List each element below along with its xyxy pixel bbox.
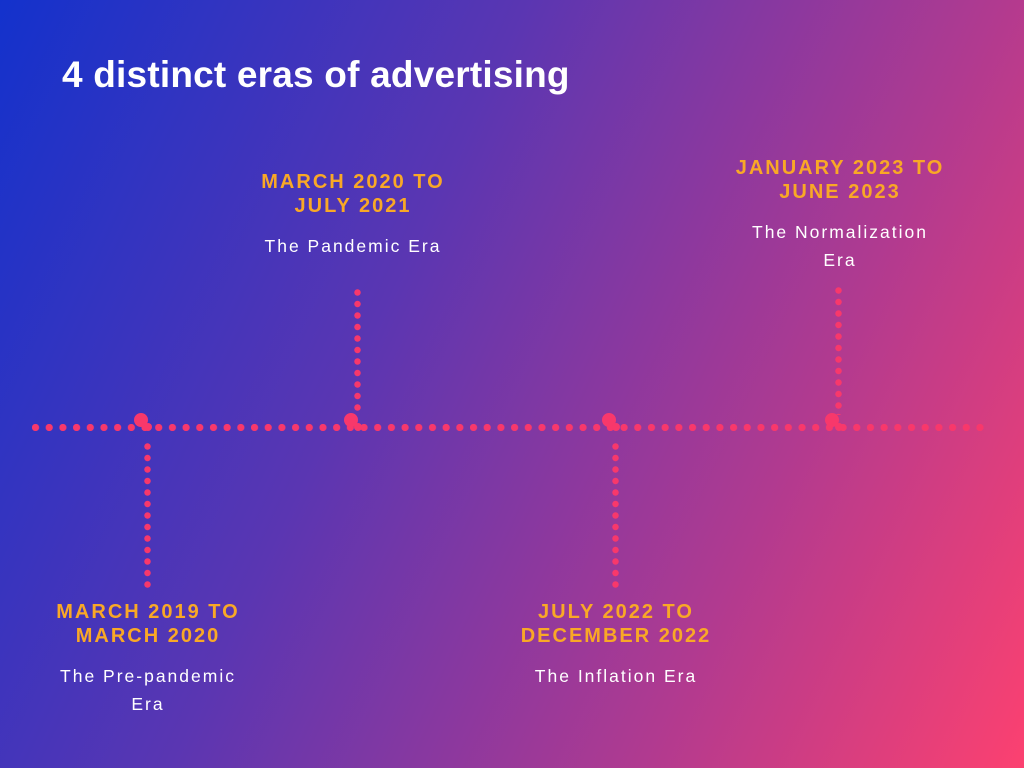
era-label-inflation: JULY 2022 TO DECEMBER 2022 The Inflation… <box>486 600 746 690</box>
era-name: The Pre-pandemic Era <box>60 666 236 714</box>
era-date-range: JULY 2022 TO DECEMBER 2022 <box>486 600 746 648</box>
era-marker-dot <box>835 423 843 431</box>
era-marker-normalization <box>825 413 843 431</box>
era-marker-dot <box>612 423 620 431</box>
era-date-range: MARCH 2020 TO JULY 2021 <box>233 170 473 218</box>
era-name: The Inflation Era <box>534 666 698 686</box>
era-marker-dot <box>144 423 152 431</box>
era-connector-pandemic <box>354 289 361 415</box>
era-marker-pandemic <box>344 413 362 431</box>
era-date-line-2: MARCH 2020 <box>75 625 221 647</box>
era-date-line-1: JULY 2022 TO <box>538 601 694 623</box>
era-date-line-1: JANUARY 2023 TO <box>735 157 945 179</box>
era-date-line-1: MARCH 2019 TO <box>56 601 240 623</box>
era-date-line-2: DECEMBER 2022 <box>520 625 712 647</box>
era-label-pre-pandemic: MARCH 2019 TO MARCH 2020 The Pre-pandemi… <box>28 600 268 718</box>
era-date-line-1: MARCH 2020 TO <box>261 171 445 193</box>
era-date-range: MARCH 2019 TO MARCH 2020 <box>28 600 268 648</box>
era-label-pandemic: MARCH 2020 TO JULY 2021 The Pandemic Era <box>233 170 473 260</box>
era-name: The Pandemic Era <box>264 236 442 256</box>
era-marker-inflation <box>602 413 620 431</box>
era-marker-pre-pandemic <box>134 413 152 431</box>
era-label-normalization: JANUARY 2023 TO JUNE 2023 The Normalizat… <box>720 156 960 274</box>
era-connector-inflation <box>612 443 619 588</box>
era-connector-normalization <box>835 287 842 415</box>
era-date-line-2: JULY 2021 <box>294 195 412 217</box>
era-name: The Normalization Era <box>752 222 928 270</box>
era-connector-pre-pandemic <box>144 443 151 591</box>
era-date-line-2: JUNE 2023 <box>779 181 901 203</box>
era-marker-dot <box>354 423 362 431</box>
era-date-range: JANUARY 2023 TO JUNE 2023 <box>720 156 960 204</box>
page-title: 4 distinct eras of advertising <box>62 54 570 95</box>
timeline-axis <box>32 424 990 431</box>
